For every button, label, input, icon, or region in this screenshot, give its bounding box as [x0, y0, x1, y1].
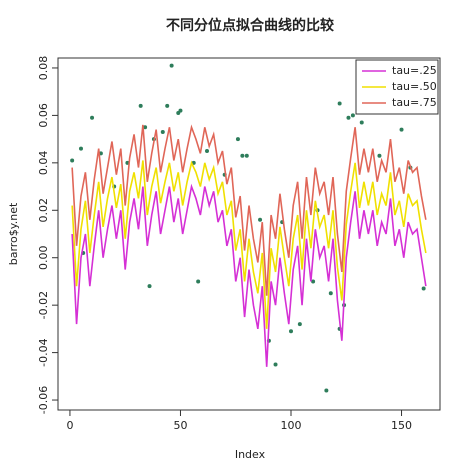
y-tick-label: -0.02 — [37, 291, 50, 319]
data-point — [240, 153, 245, 158]
x-tick-label: 150 — [391, 419, 412, 432]
x-axis-label: Index — [235, 448, 266, 461]
data-point — [328, 291, 333, 296]
x-tick-label: 50 — [173, 419, 187, 432]
data-point — [377, 153, 382, 158]
legend-label: tau=.75 — [392, 96, 437, 109]
data-point — [204, 148, 209, 153]
data-point — [337, 101, 342, 106]
data-point — [421, 286, 426, 291]
data-point — [90, 115, 95, 120]
x-tick-label: 0 — [66, 419, 73, 432]
x-tick-label: 100 — [281, 419, 302, 432]
y-axis-label: barro$y.net — [7, 202, 20, 265]
legend-label: tau=.25 — [392, 64, 437, 77]
data-point — [297, 322, 302, 327]
y-tick-label: 0.06 — [37, 103, 50, 128]
series-line — [71, 124, 427, 296]
chart-title: 不同分位点拟合曲线的比较 — [166, 17, 334, 34]
data-point — [359, 120, 364, 125]
data-point — [78, 146, 83, 151]
data-point — [273, 362, 278, 367]
y-tick-label: -0.04 — [37, 338, 50, 366]
data-point — [289, 329, 294, 334]
data-point — [178, 108, 183, 113]
data-point — [70, 158, 75, 163]
plot-frame — [57, 57, 441, 411]
data-point — [324, 388, 329, 393]
data-point — [258, 217, 263, 222]
legend-label: tau=.50 — [392, 80, 437, 93]
data-point — [138, 103, 143, 108]
data-point — [346, 115, 351, 120]
data-point — [350, 113, 355, 118]
y-tick-label: -0.06 — [37, 386, 50, 414]
data-point — [311, 279, 316, 284]
data-point — [169, 63, 174, 68]
y-tick-label: 0.00 — [37, 245, 50, 270]
data-point — [147, 284, 152, 289]
data-point — [160, 130, 165, 135]
data-point — [235, 137, 240, 142]
y-tick-label: 0.04 — [37, 151, 50, 176]
y-tick-label: 0.02 — [37, 198, 50, 223]
legend-box — [355, 59, 439, 115]
y-tick-label: 0.08 — [37, 56, 50, 81]
data-point — [244, 153, 249, 158]
data-point — [143, 125, 148, 130]
data-point — [399, 127, 404, 132]
series-line — [71, 160, 427, 329]
series-line — [71, 183, 427, 367]
data-point — [196, 279, 201, 284]
data-point — [165, 103, 170, 108]
